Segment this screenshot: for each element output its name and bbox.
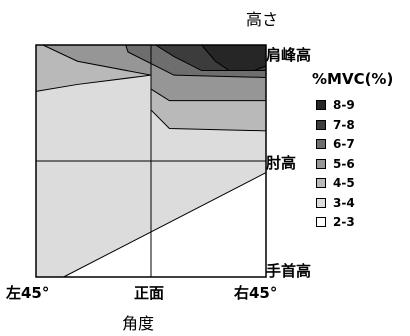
legend-swatch — [316, 100, 326, 110]
y-tick-elbow: 肘高 — [266, 154, 297, 172]
y-tick-wrist: 手首高 — [266, 262, 312, 280]
x-axis-title: 角度 — [122, 314, 155, 333]
y-axis-title: 高さ — [246, 10, 279, 29]
legend-swatch — [316, 197, 326, 208]
legend-label: 4-5 — [333, 176, 355, 190]
legend-swatch — [316, 158, 326, 169]
legend-label: 2-3 — [333, 215, 355, 229]
legend-label: 8-9 — [333, 98, 355, 112]
legend-swatch — [316, 178, 326, 188]
legend-swatch — [316, 139, 326, 149]
legend-label: 5-6 — [333, 156, 355, 171]
plot-frame — [35, 44, 267, 278]
legend-title: %MVC(%) — [312, 70, 394, 88]
x-tick-center: 正面 — [134, 284, 165, 302]
legend-swatch — [316, 119, 326, 130]
legend-label: 3-4 — [333, 195, 355, 210]
y-tick-shoulder: 肩峰高 — [266, 46, 312, 64]
x-tick-right: 右45° — [234, 284, 278, 302]
x-tick-left: 左45° — [6, 284, 50, 302]
legend-label: 7-8 — [333, 117, 355, 132]
legend-swatch — [316, 217, 326, 227]
legend-label: 6-7 — [333, 137, 355, 151]
